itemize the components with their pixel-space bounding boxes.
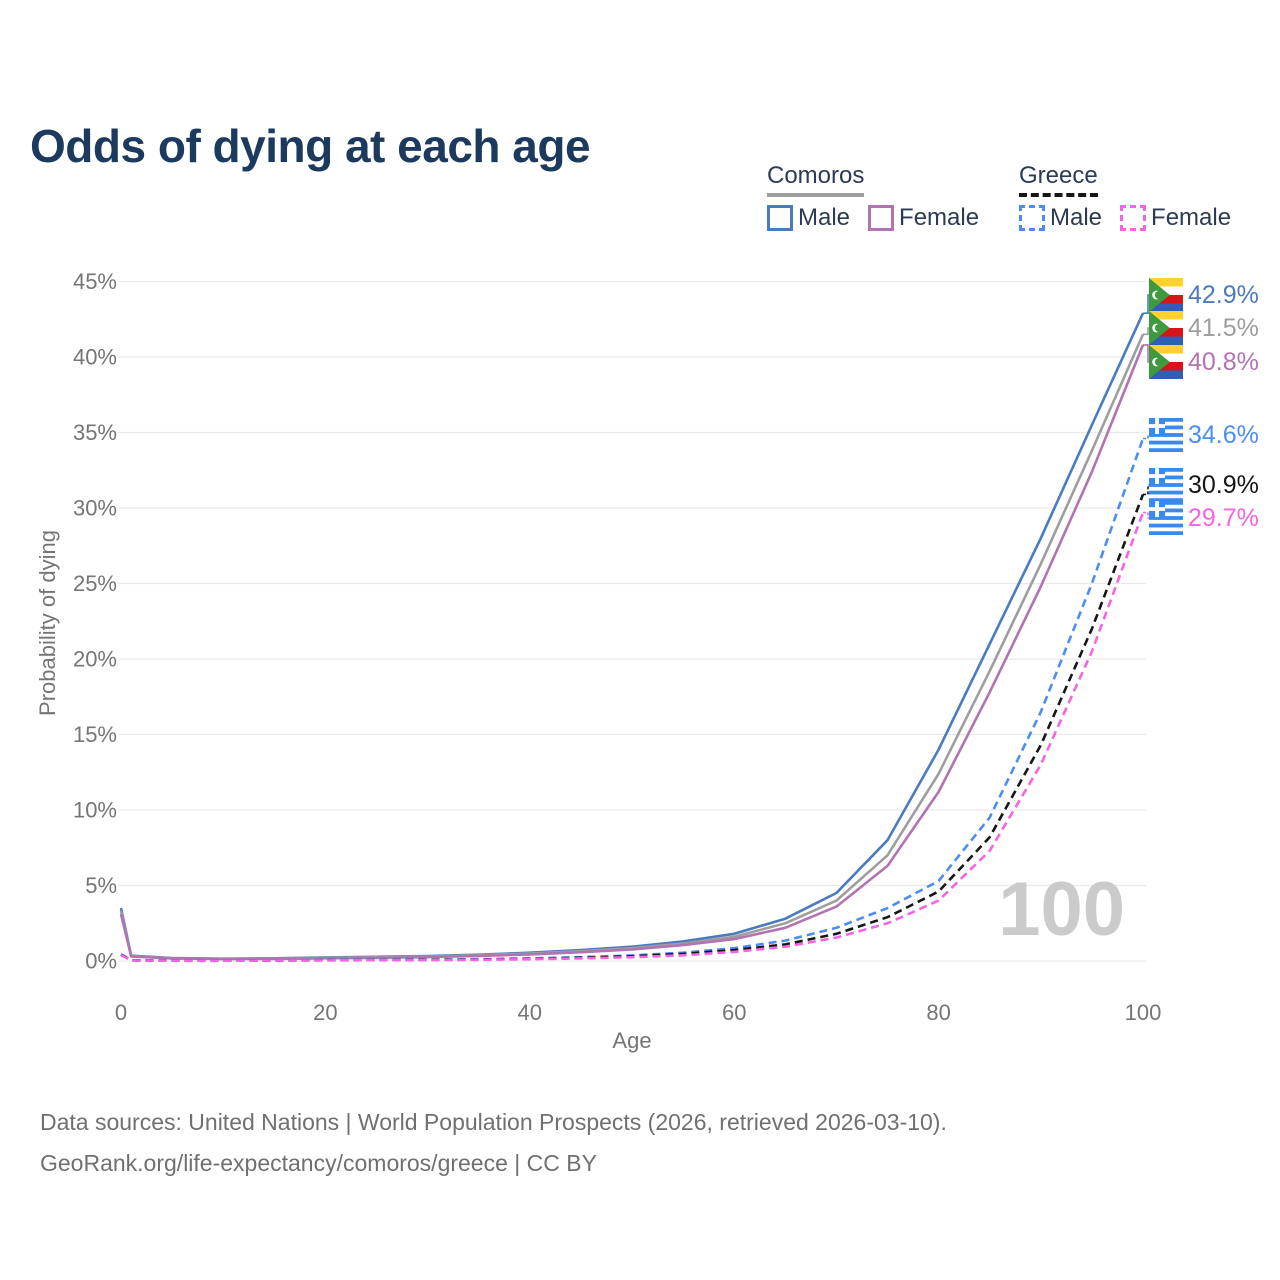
comoros-male-swatch-icon [767,205,793,231]
end-label-comoros-male: 42.9% [1149,278,1259,312]
comoros-flag-icon [1149,311,1183,345]
legend-item-greece-male[interactable]: Male [1019,204,1102,232]
end-label-comoros-total: 41.5% [1149,311,1259,345]
x-tick-label: 20 [313,1000,337,1025]
series-line-greece-both-sexes [120,493,1145,962]
series-line-greece-male [120,438,1145,962]
greece-flag-icon [1149,418,1183,452]
y-tick-label: 0% [85,949,117,974]
end-value: 42.9% [1188,280,1259,309]
end-value: 34.6% [1188,420,1259,449]
comoros-flag-icon [1149,345,1183,379]
y-axis-title: Probability of dying [35,530,60,716]
end-label-comoros-female: 40.8% [1149,345,1259,379]
y-tick-label: 10% [73,798,117,823]
y-tick-label: 5% [85,873,117,898]
series-line-comoros-female [119,344,1145,961]
y-tick-label: 45% [73,269,117,294]
series-line-comoros-male [119,312,1145,960]
x-tick-label: 60 [722,1000,746,1025]
legend-item-label: Female [1151,204,1232,231]
comoros-flag-icon [1149,278,1183,312]
y-tick-label: 20% [73,647,117,672]
attribution-line: GeoRank.org/life-expectancy/comoros/gree… [40,1150,597,1176]
legend-group-comoros: Comoros Male Female [767,162,979,232]
greece-flag-icon [1149,501,1183,535]
legend-country-comoros: Comoros [767,162,865,197]
legend-item-label: Female [899,204,980,231]
greece-male-swatch-icon [1019,205,1045,231]
data-source-note: Data sources: United Nations | World Pop… [40,1102,947,1184]
x-tick-label: 0 [115,1000,127,1025]
legend-group-greece: Greece Male Female [1019,162,1231,232]
greece-flag-icon [1149,468,1183,502]
y-tick-label: 35% [73,420,117,445]
source-line: Data sources: United Nations | World Pop… [40,1109,947,1135]
age-watermark: 100 [998,867,1125,952]
legend-item-label: Male [798,204,851,231]
comoros-female-swatch-icon [868,205,895,231]
page-title: Odds of dying at each age [30,119,591,172]
y-tick-label: 15% [73,722,117,747]
end-value: 29.7% [1188,503,1259,532]
legend-item-label: Male [1050,204,1103,231]
legend-item-comoros-male[interactable]: Male [767,204,850,232]
x-tick-label: 80 [926,1000,950,1025]
legend-country-greece: Greece [1019,162,1098,197]
x-tick-label: 40 [518,1000,542,1025]
legend-item-greece-female[interactable]: Female [1120,204,1231,232]
end-label-greece-female: 29.7% [1149,501,1259,535]
series-line-greece-female [120,512,1145,963]
x-tick-label: 100 [1125,1000,1162,1025]
end-value: 41.5% [1188,313,1259,342]
legend-item-comoros-female[interactable]: Female [868,204,979,232]
y-tick-label: 25% [73,571,117,596]
end-label-greece-male: 34.6% [1149,418,1259,452]
end-label-greece-total: 30.9% [1149,468,1259,502]
greece-female-swatch-icon [1120,205,1147,231]
end-value: 30.9% [1188,470,1259,499]
end-value: 40.8% [1188,347,1259,376]
y-tick-label: 40% [73,345,117,370]
y-tick-label: 30% [73,496,117,521]
x-axis-title: Age [612,1028,652,1053]
